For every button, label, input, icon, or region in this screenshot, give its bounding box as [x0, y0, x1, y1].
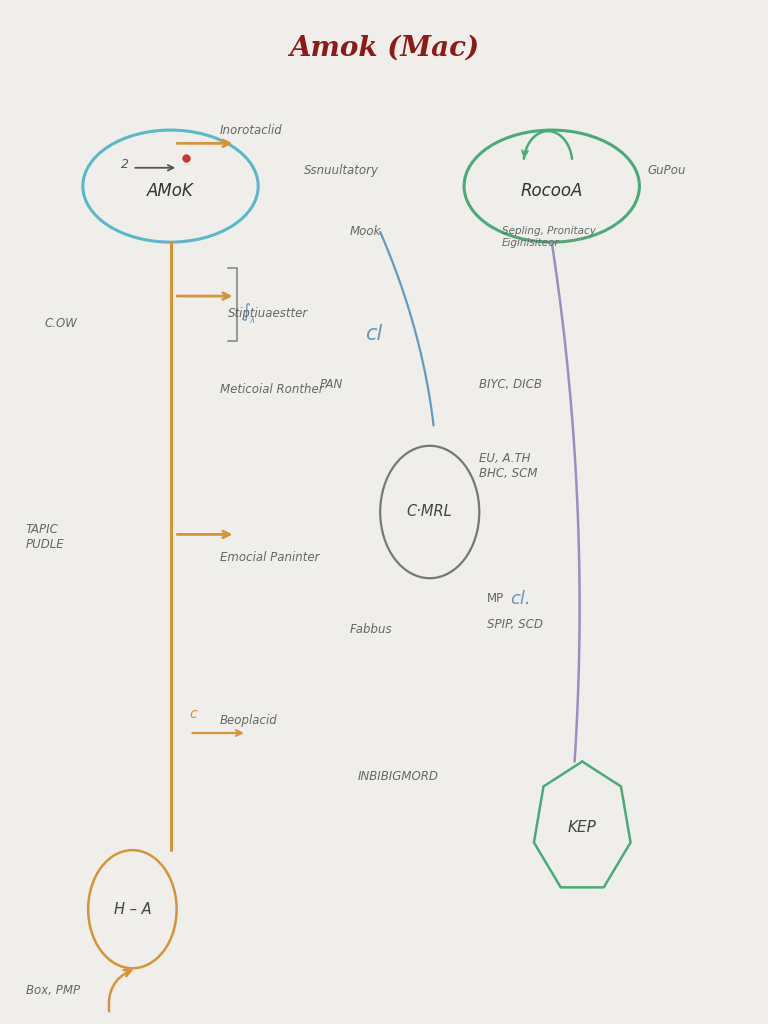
Text: Amok (Mac): Amok (Mac): [289, 35, 479, 62]
Text: AMoK: AMoK: [147, 182, 194, 200]
Text: Emocial Paninter: Emocial Paninter: [220, 551, 319, 564]
Text: EU, A.TH
BHC, SCM: EU, A.TH BHC, SCM: [479, 453, 538, 480]
Text: Sepling, Pronitacy
Eiginisiteor: Sepling, Pronitacy Eiginisiteor: [502, 226, 596, 248]
Text: Ssnuultatory: Ssnuultatory: [304, 164, 379, 177]
Text: C.OW: C.OW: [45, 317, 78, 330]
Text: Box, PMP: Box, PMP: [25, 984, 80, 997]
Text: Beoplacid: Beoplacid: [220, 715, 278, 727]
Text: TAPIC
PUDLE: TAPIC PUDLE: [25, 523, 65, 552]
Text: SPIP, SCD: SPIP, SCD: [487, 617, 543, 631]
Text: PAN: PAN: [319, 378, 343, 391]
Text: Inorotaclid: Inorotaclid: [220, 124, 283, 136]
Text: c: c: [190, 707, 197, 721]
Text: cl.: cl.: [510, 590, 531, 607]
Text: MP: MP: [487, 592, 504, 605]
Text: Mook: Mook: [349, 225, 381, 239]
Text: $\int_\lambda$: $\int_\lambda$: [241, 301, 257, 326]
Text: KEP: KEP: [568, 820, 597, 836]
Text: Fabbus: Fabbus: [349, 623, 392, 636]
Text: C·MRL: C·MRL: [407, 505, 452, 519]
Text: GuPou: GuPou: [647, 164, 686, 177]
Text: cl: cl: [365, 324, 382, 344]
Text: BIYC, DICB: BIYC, DICB: [479, 378, 542, 391]
Text: RocooA: RocooA: [521, 182, 583, 200]
Text: 2: 2: [121, 158, 129, 171]
Text: H – A: H – A: [114, 902, 151, 916]
Text: Stiptiuaestter: Stiptiuaestter: [227, 307, 308, 319]
Text: INBIBIGMORD: INBIBIGMORD: [357, 770, 439, 783]
Text: Meticoial Ronther: Meticoial Ronther: [220, 383, 323, 396]
